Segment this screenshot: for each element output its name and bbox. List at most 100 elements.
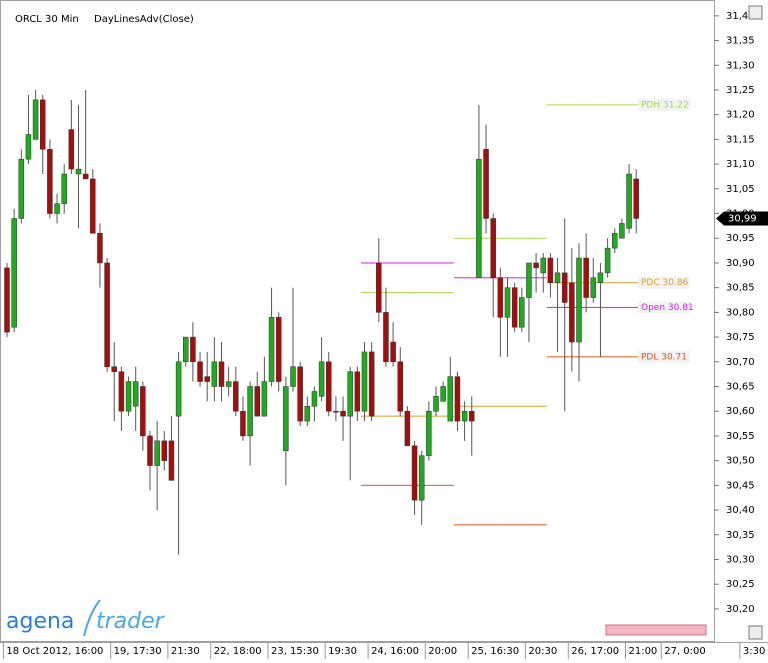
x-tick-label: 20:30 bbox=[528, 646, 557, 657]
candle-body bbox=[447, 376, 454, 422]
candle-body bbox=[469, 410, 475, 422]
x-tick-label: 19:30 bbox=[328, 646, 357, 657]
y-tick-label: 30,50 bbox=[726, 456, 755, 467]
candle-body bbox=[526, 262, 532, 298]
y-tick-label: 31,20 bbox=[726, 110, 755, 121]
candle-body bbox=[218, 361, 225, 387]
x-tick-label: 20:00 bbox=[428, 646, 457, 657]
x-tick-label: 19, 17:30 bbox=[114, 646, 162, 657]
logo-swoosh bbox=[83, 599, 101, 637]
candle-body bbox=[132, 381, 139, 407]
candle-body bbox=[75, 168, 82, 175]
candle-body bbox=[197, 361, 203, 382]
candle-body bbox=[154, 440, 160, 466]
x-tick-label: 22, 18:00 bbox=[214, 646, 262, 657]
x-tick-label: 23, 15:30 bbox=[271, 646, 319, 657]
candle-body bbox=[540, 257, 546, 274]
candle-body bbox=[597, 272, 604, 283]
y-tick-label: 30,45 bbox=[726, 480, 755, 491]
candle-body bbox=[111, 366, 117, 372]
y-tick-label: 30,90 bbox=[726, 258, 755, 269]
candle-body bbox=[404, 410, 411, 447]
logo-text: trader bbox=[96, 609, 166, 634]
y-tick-label: 31,25 bbox=[726, 85, 755, 96]
x-tick-label: 25, 16:30 bbox=[471, 646, 519, 657]
candle-body bbox=[497, 277, 504, 318]
y-tick-label: 30,75 bbox=[726, 332, 755, 343]
candle-body bbox=[261, 381, 268, 417]
candle-body bbox=[304, 406, 311, 422]
indicator-name: DayLinesAdv(Close) bbox=[94, 14, 194, 25]
x-tick-label: 26, 17:00 bbox=[571, 646, 619, 657]
candle-body bbox=[240, 410, 246, 437]
candle-body bbox=[383, 312, 389, 363]
y-tick-label: 30,55 bbox=[726, 431, 755, 442]
scroll-bar[interactable] bbox=[605, 624, 707, 636]
candle-body bbox=[204, 376, 210, 382]
candle-body bbox=[440, 386, 446, 402]
level-label-bg bbox=[638, 350, 690, 363]
candle-body bbox=[47, 149, 53, 214]
candle-body bbox=[569, 282, 575, 343]
candle-body bbox=[18, 158, 25, 219]
candle-body bbox=[426, 410, 432, 456]
candle-body bbox=[454, 376, 461, 422]
x-tick-label: 21:00 bbox=[628, 646, 657, 657]
level-label-bg bbox=[638, 301, 690, 314]
candle-body bbox=[283, 386, 289, 451]
candle-body bbox=[490, 218, 496, 279]
level-label: Open 30.81 bbox=[641, 303, 694, 313]
candle-body bbox=[590, 277, 597, 298]
candle-body bbox=[225, 381, 232, 387]
candle-body bbox=[418, 455, 425, 501]
candle-body bbox=[297, 366, 303, 422]
candle-body bbox=[125, 381, 132, 412]
y-tick-label: 30,70 bbox=[726, 357, 755, 368]
chart-title: ORCL 30 Min bbox=[15, 14, 79, 25]
candle-body bbox=[633, 178, 639, 219]
candle-body bbox=[140, 386, 146, 437]
x-tick-label: 24, 16:00 bbox=[371, 646, 419, 657]
y-tick-label: 30,25 bbox=[726, 579, 755, 590]
candle-body bbox=[275, 317, 282, 382]
x-tick-label: 18 Oct 2012, 16:00 bbox=[6, 646, 103, 657]
candle-body bbox=[211, 361, 218, 387]
candle-body bbox=[561, 272, 568, 303]
y-tick-label: 30,85 bbox=[726, 283, 755, 294]
candle-body bbox=[104, 262, 110, 367]
y-tick-label: 31,35 bbox=[726, 36, 755, 47]
candle-body bbox=[183, 336, 189, 363]
y-tick-label: 30,95 bbox=[726, 233, 755, 244]
y-tick-label: 31,15 bbox=[726, 134, 755, 145]
candle-body bbox=[361, 351, 368, 412]
level-label: PDL 30.71 bbox=[641, 352, 687, 362]
level-label-bg bbox=[638, 98, 690, 111]
candle-body bbox=[11, 218, 17, 328]
candle-body bbox=[90, 178, 96, 234]
candle-body bbox=[483, 149, 489, 219]
candle-body bbox=[619, 223, 625, 239]
candle-body bbox=[626, 173, 632, 229]
candle-body bbox=[604, 247, 611, 274]
candle-body bbox=[354, 371, 361, 412]
expand-button[interactable] bbox=[748, 5, 763, 20]
y-tick-label: 30,20 bbox=[726, 604, 755, 615]
level-label: PDH 31.22 bbox=[641, 100, 689, 110]
y-tick-label: 30,35 bbox=[726, 530, 755, 541]
candle-body bbox=[168, 440, 175, 481]
candle-body bbox=[511, 287, 518, 328]
candle-body bbox=[147, 435, 153, 466]
x-tick-label: 21:30 bbox=[171, 646, 200, 657]
candle-body bbox=[397, 361, 403, 412]
candle-body bbox=[576, 257, 582, 343]
candle-body bbox=[554, 272, 561, 283]
candle-body bbox=[376, 262, 382, 313]
candle-body bbox=[190, 336, 196, 363]
last-price-marker bbox=[716, 211, 768, 226]
candle-body bbox=[476, 158, 482, 279]
expand-button[interactable] bbox=[748, 625, 763, 640]
candle-body bbox=[390, 341, 396, 363]
y-tick-label: 30,30 bbox=[726, 554, 755, 565]
candle-body bbox=[290, 366, 296, 387]
y-tick-label: 30,80 bbox=[726, 307, 755, 318]
